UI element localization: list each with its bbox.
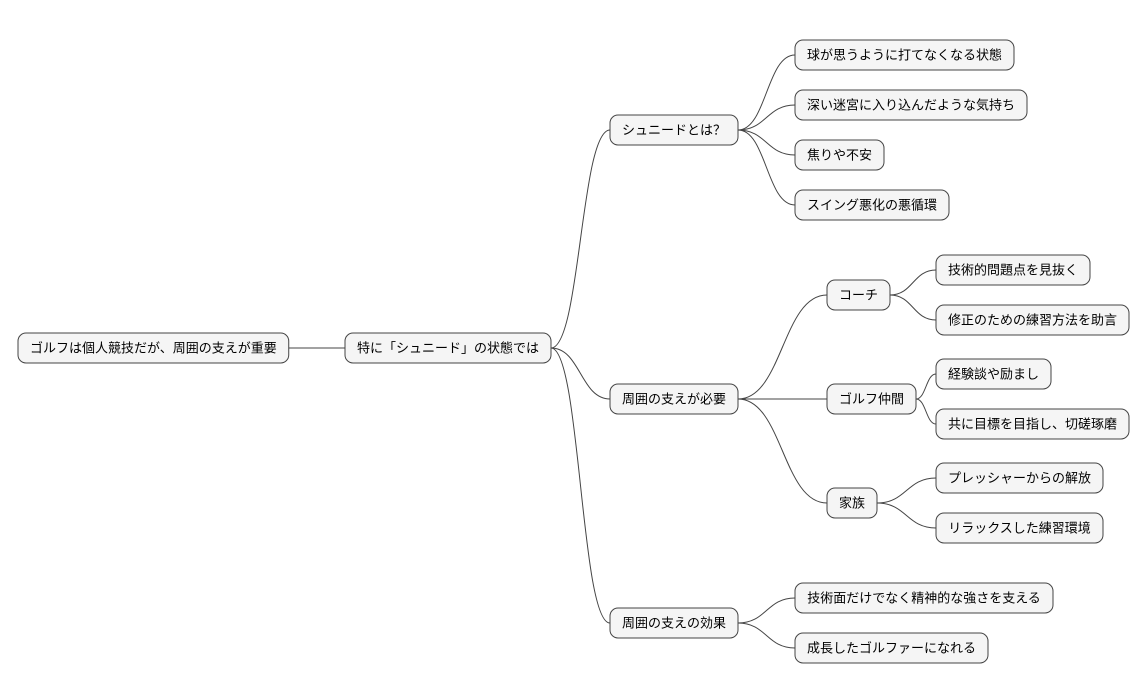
edge [738,295,827,399]
edge [738,623,795,648]
mindmap-node: 球が思うように打てなくなる状態 [795,40,1014,70]
edge [738,55,795,130]
mindmap-node: スイング悪化の悪循環 [795,190,949,220]
node-label: 家族 [839,495,865,510]
mindmap-node: 修正のための練習方法を助言 [936,305,1129,335]
edge [890,295,936,320]
edge [916,374,936,399]
mindmap-node: 成長したゴルファーになれる [795,633,988,663]
node-label: 技術面だけでなく精神的な強さを支える [807,590,1041,605]
mindmap-node: 周囲の支えの効果 [610,608,738,638]
node-label: 周囲の支えの効果 [622,615,726,630]
edge [551,348,610,399]
mindmap-node: 技術的問題点を見抜く [936,255,1090,285]
node-label: 共に目標を目指し、切磋琢磨 [948,416,1117,431]
edge [877,503,936,528]
mindmap-node: 焦りや不安 [795,140,884,170]
mindmap-node: プレッシャーからの解放 [936,463,1103,493]
edge [738,598,795,623]
node-label: 周囲の支えが必要 [622,391,726,406]
mindmap-node: 共に目標を目指し、切磋琢磨 [936,409,1129,439]
node-label: 技術的問題点を見抜く [948,262,1078,277]
edge [738,105,795,130]
mindmap-node: 家族 [827,488,877,518]
node-label: 経験談や励まし [948,366,1039,381]
mindmap-node: 経験談や励まし [936,359,1051,389]
node-label: 修正のための練習方法を助言 [948,312,1117,327]
mindmap-node: シュニードとは？ [610,115,738,145]
node-label: リラックスした練習環境 [948,520,1091,535]
mindmap-node: 深い迷宮に入り込んだような気持ち [795,90,1027,120]
edge [738,399,827,503]
node-label: 深い迷宮に入り込んだような気持ち [807,97,1015,112]
mindmap-node: 技術面だけでなく精神的な強さを支える [795,583,1053,613]
node-label: コーチ [839,287,878,302]
mindmap-node: リラックスした練習環境 [936,513,1103,543]
node-label: 焦りや不安 [807,147,872,162]
edge [877,478,936,503]
node-label: 成長したゴルファーになれる [807,640,976,655]
edge [738,130,795,155]
mindmap-node: ゴルフ仲間 [827,384,916,414]
node-label: ゴルフは個人競技だが、周囲の支えが重要 [30,340,277,355]
edge [916,399,936,424]
mindmap-node: コーチ [827,280,890,310]
edge [738,130,795,205]
node-label: シュニードとは？ [622,122,726,137]
node-label: ゴルフ仲間 [839,391,904,406]
edge [890,270,936,295]
mindmap-node: 周囲の支えが必要 [610,384,738,414]
node-label: 球が思うように打てなくなる状態 [807,47,1002,62]
node-label: スイング悪化の悪循環 [807,197,937,212]
node-label: 特に「シュニード」の状態では [357,340,539,355]
mindmap-canvas: ゴルフは個人競技だが、周囲の支えが重要 特に「シュニード」の状態では シュニードとは… [0,0,1146,696]
mindmap-node: ゴルフは個人競技だが、周囲の支えが重要 [18,333,289,363]
node-label: プレッシャーからの解放 [948,470,1091,485]
edge [551,348,610,623]
mindmap-node: 特に「シュニード」の状態では [345,333,551,363]
nodes-layer: ゴルフは個人競技だが、周囲の支えが重要 特に「シュニード」の状態では シュニードとは… [18,40,1129,663]
edge [551,130,610,348]
